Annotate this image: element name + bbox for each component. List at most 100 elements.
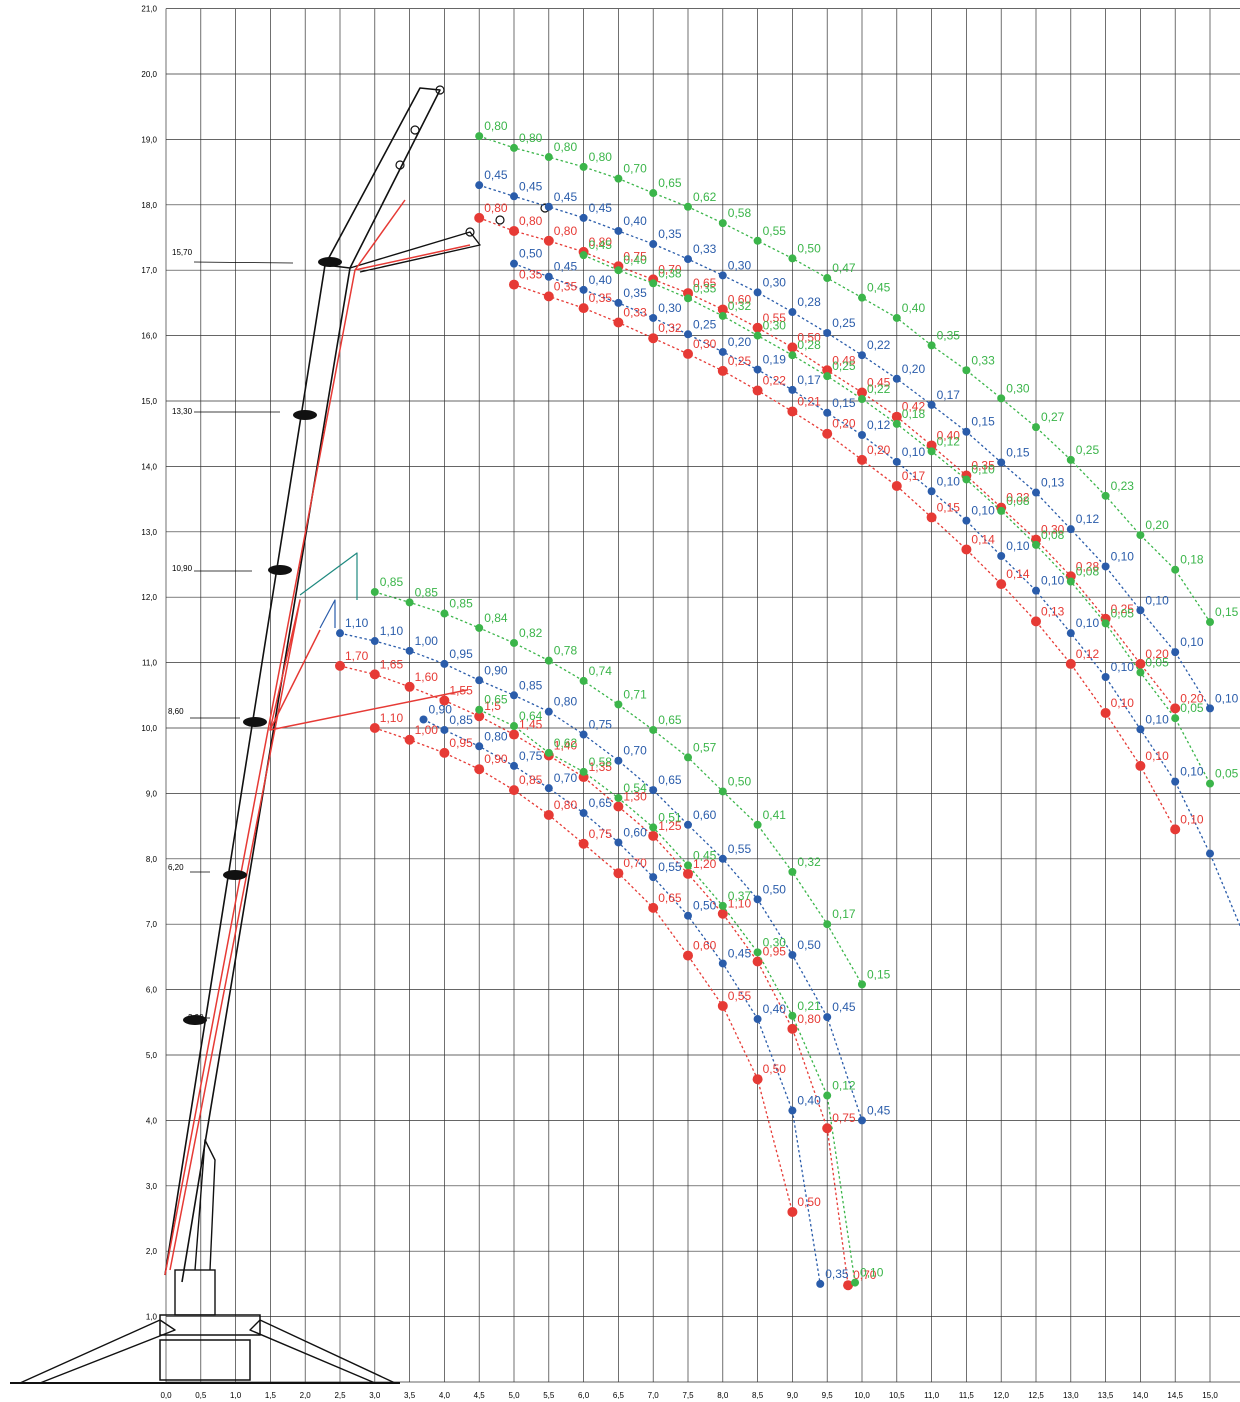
data-label: 0,32: [797, 855, 821, 869]
y-tick-label: 20,0: [141, 70, 157, 79]
x-tick-label: 13,0: [1063, 1391, 1079, 1400]
data-label: 0,65: [658, 891, 682, 905]
data-point: [753, 331, 762, 340]
data-label: 1,10: [728, 897, 752, 911]
data-label: 0,70: [853, 1268, 877, 1282]
data-label: 0,30: [1006, 381, 1030, 395]
data-point: [543, 291, 554, 302]
data-point: [788, 308, 797, 317]
data-label: 0,33: [693, 242, 717, 256]
data-point: [822, 1123, 833, 1134]
data-point: [1171, 648, 1180, 657]
x-tick-label: 1,5: [265, 1391, 277, 1400]
data-point: [891, 481, 902, 492]
data-label: 0,38: [658, 266, 682, 280]
data-point: [823, 1091, 832, 1100]
red-tension-lines: [164, 199, 471, 1276]
data-point: [926, 440, 937, 451]
jib-lower: [349, 231, 481, 273]
data-label: 0,80: [554, 140, 578, 154]
data-point: [823, 1013, 832, 1022]
data-label: 1,65: [380, 657, 404, 671]
y-tick-label: 6,0: [146, 986, 158, 995]
data-point: [1136, 606, 1145, 615]
data-point: [579, 809, 588, 818]
series-line: [478, 135, 1211, 623]
data-label: 0,12: [1076, 647, 1100, 661]
data-point: [510, 638, 518, 647]
data-label: 0,80: [589, 235, 613, 249]
data-point: [823, 372, 832, 381]
load-series: 0,65 0,64 0,62 0,58 0,54 0,51 0,45 0,37 0,30 0,21…: [475, 693, 884, 1287]
data-label: 0,05: [1215, 767, 1239, 781]
data-label: 0,25: [693, 317, 717, 331]
data-label: 0,10: [1111, 696, 1135, 710]
data-point: [684, 294, 692, 303]
data-label: 0,33: [971, 353, 995, 367]
data-label: 0,62: [693, 190, 717, 204]
data-label: 0,10: [1145, 712, 1169, 726]
data-label: 0,50: [797, 1195, 821, 1209]
data-label: 0,40: [623, 253, 647, 267]
data-point: [718, 901, 727, 910]
data-point: [753, 236, 762, 245]
data-label: 0,50: [797, 241, 821, 255]
data-point: [336, 629, 344, 638]
data-label: 0,30: [1041, 523, 1065, 537]
data-point: [1032, 540, 1040, 549]
data-label: 0,10: [1145, 749, 1169, 763]
data-label: 0,15: [1006, 445, 1030, 459]
data-label: 0,25: [832, 316, 856, 330]
x-tick-label: 6,0: [578, 1391, 590, 1400]
data-label: 0,55: [658, 860, 682, 874]
data-point: [475, 181, 484, 190]
data-label: 0,20: [728, 335, 752, 349]
data-point: [475, 132, 484, 141]
load-series: 1,10 1,00 0,95 0,90 0,85 0,80 0,75 0,70 0,65 0,60…: [369, 711, 821, 1217]
x-tick-label: 14,0: [1133, 1391, 1149, 1400]
data-label: 0,18: [1180, 553, 1204, 567]
boom-leader-line: [193, 261, 294, 264]
boom-joint-icon: [183, 1015, 207, 1025]
data-label: 0,40: [902, 301, 926, 315]
load-series: 0,80 0,80 0,80 0,80 0,70 0,65 0,62 0,58 0,55 0,50…: [475, 119, 1239, 627]
data-point: [648, 830, 659, 841]
data-point: [717, 365, 728, 376]
data-point: [683, 348, 693, 359]
data-label: 0,90: [484, 752, 508, 766]
data-label: 0,75: [589, 718, 613, 732]
data-point: [474, 764, 485, 775]
data-label: 0,80: [519, 214, 543, 228]
data-point: [404, 681, 415, 692]
data-label: 0,12: [1076, 512, 1100, 526]
data-label: 0,80: [554, 798, 578, 812]
data-point: [440, 609, 449, 618]
data-label: 0,22: [867, 338, 891, 352]
data-point: [509, 785, 519, 796]
data-point: [510, 192, 518, 201]
data-label: 0,35: [971, 459, 995, 473]
data-label: 0,05: [1180, 701, 1204, 715]
data-point: [370, 587, 379, 596]
data-point: [962, 516, 971, 525]
data-label: 0,35: [693, 281, 717, 295]
data-point: [579, 251, 588, 260]
pulley-icon: [495, 215, 505, 225]
outrigger-right: [249, 1319, 396, 1384]
data-point: [684, 861, 692, 870]
data-label: 0,80: [484, 201, 508, 215]
data-point: [614, 793, 623, 802]
x-tick-label: 13,5: [1098, 1391, 1114, 1400]
data-label: 0,10: [1145, 593, 1169, 607]
data-point: [753, 820, 762, 829]
data-point: [822, 365, 833, 376]
data-label: 0,62: [554, 736, 578, 750]
data-point: [439, 695, 450, 706]
data-label: 0,05: [1111, 606, 1135, 620]
data-point: [475, 705, 484, 714]
data-label: 0,74: [589, 664, 613, 678]
data-point: [788, 1106, 797, 1115]
data-point: [1101, 672, 1110, 681]
data-point: [440, 725, 449, 734]
